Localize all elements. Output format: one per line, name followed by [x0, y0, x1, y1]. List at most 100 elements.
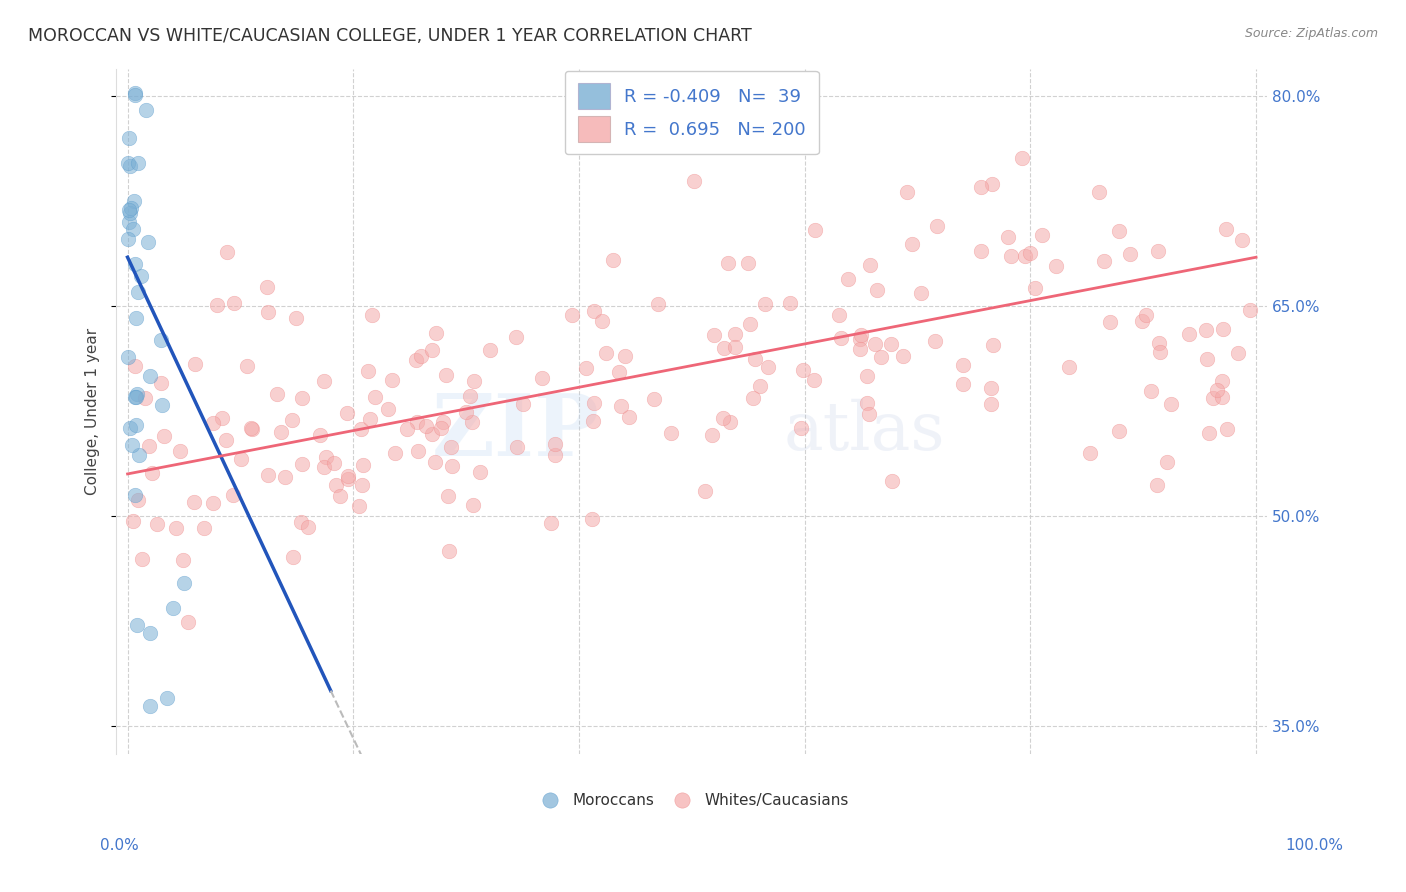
Point — [118, 131, 141, 145]
Point — [505, 330, 527, 344]
Point — [1014, 249, 1036, 263]
Point — [256, 280, 278, 294]
Point — [952, 358, 974, 372]
Point — [724, 340, 747, 354]
Point — [1202, 391, 1225, 405]
Point — [124, 359, 146, 373]
Point — [325, 477, 347, 491]
Point — [211, 410, 233, 425]
Point — [125, 417, 148, 432]
Point — [124, 86, 146, 100]
Point — [1149, 345, 1171, 359]
Point — [176, 615, 198, 629]
Point — [1011, 152, 1033, 166]
Point — [138, 439, 160, 453]
Point — [463, 374, 485, 388]
Point — [270, 425, 292, 440]
Point — [436, 489, 458, 503]
Point — [134, 391, 156, 405]
Point — [1215, 421, 1237, 435]
Point — [1024, 281, 1046, 295]
Point — [837, 272, 859, 286]
Point — [405, 415, 427, 429]
Point — [581, 414, 603, 428]
Point — [607, 365, 630, 379]
Point — [970, 244, 993, 259]
Point — [1098, 315, 1121, 329]
Point — [1211, 374, 1233, 388]
Point — [411, 349, 433, 363]
Point — [980, 397, 1002, 411]
Point — [117, 351, 139, 365]
Point — [682, 174, 704, 188]
Point — [125, 390, 148, 404]
Point — [124, 87, 146, 102]
Point — [352, 458, 374, 472]
Point — [925, 219, 948, 233]
Point — [432, 416, 454, 430]
Point — [583, 304, 606, 318]
Point — [1195, 323, 1218, 337]
Point — [124, 257, 146, 271]
Point — [240, 422, 263, 436]
Point — [1215, 222, 1237, 236]
Point — [830, 331, 852, 345]
Point — [1205, 384, 1227, 398]
Point — [121, 201, 143, 215]
Point — [430, 421, 453, 435]
Point — [856, 395, 879, 409]
Point — [169, 444, 191, 458]
Point — [804, 223, 827, 237]
Point — [117, 232, 139, 246]
Point — [1211, 390, 1233, 404]
Point — [851, 327, 873, 342]
Point — [337, 468, 360, 483]
Point — [127, 493, 149, 508]
Text: atlas: atlas — [785, 399, 945, 464]
Point — [659, 425, 682, 440]
Point — [866, 283, 889, 297]
Point — [512, 397, 534, 411]
Point — [231, 452, 253, 467]
Point — [980, 381, 1002, 395]
Point — [981, 177, 1004, 191]
Point — [1119, 247, 1142, 261]
Point — [290, 515, 312, 529]
Point — [643, 392, 665, 407]
Point — [1212, 321, 1234, 335]
Point — [1130, 314, 1153, 328]
Point — [425, 455, 447, 469]
Point — [285, 310, 308, 325]
Point — [125, 387, 148, 401]
Point — [131, 552, 153, 566]
Point — [458, 388, 481, 402]
Text: 100.0%: 100.0% — [1285, 838, 1344, 854]
Point — [617, 409, 640, 424]
Point — [202, 416, 225, 430]
Point — [901, 236, 924, 251]
Point — [1239, 303, 1261, 318]
Point — [347, 499, 370, 513]
Point — [544, 436, 567, 450]
Point — [118, 421, 141, 435]
Point — [724, 326, 747, 341]
Point — [138, 625, 160, 640]
Point — [1078, 446, 1101, 460]
Point — [434, 368, 457, 382]
Point — [856, 369, 879, 384]
Point — [1146, 477, 1168, 491]
Point — [741, 391, 763, 405]
Point — [120, 206, 142, 220]
Point — [1108, 424, 1130, 438]
Point — [122, 194, 145, 208]
Point — [718, 415, 741, 429]
Point — [141, 466, 163, 480]
Point — [149, 376, 172, 390]
Point — [896, 186, 918, 200]
Point — [583, 395, 606, 409]
Point — [173, 552, 195, 566]
Point — [711, 410, 734, 425]
Point — [363, 390, 385, 404]
Point — [350, 422, 373, 436]
Point — [790, 421, 813, 435]
